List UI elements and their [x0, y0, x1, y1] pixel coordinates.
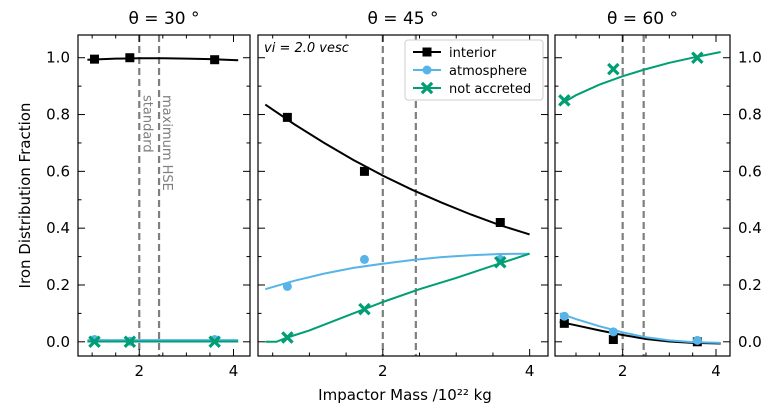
y-tick-label: 1.0 — [46, 49, 70, 67]
data-point-interior — [282, 112, 292, 122]
x-axis-label: Impactor Mass /10²² kg — [318, 386, 492, 404]
vline-label-standard: standard — [139, 95, 154, 153]
data-point-atmosphere — [282, 281, 292, 291]
plot-area — [558, 35, 721, 356]
panel-title: θ = 60 ° — [607, 9, 678, 29]
legend-label-not-accreted: not accreted — [449, 82, 531, 97]
y-tick-label-right: 0.8 — [738, 106, 762, 124]
x-tick-label: 2 — [378, 362, 388, 380]
plot-area — [264, 35, 530, 356]
legend-marker-atmosphere — [422, 65, 432, 75]
fit-line-atmosphere — [265, 252, 530, 291]
legend: interior atmosphere not accreted — [404, 39, 544, 101]
data-point-not-accreted — [123, 335, 137, 349]
x-tick-label: 4 — [229, 362, 239, 380]
fit-line-atmosphere — [559, 312, 721, 344]
data-point-not-accreted — [88, 335, 101, 349]
data-point-interior — [559, 318, 569, 328]
fit-line-not-accreted — [265, 252, 530, 343]
data-point-not-accreted — [494, 255, 507, 269]
fit-line-not-accreted — [559, 51, 721, 106]
data-point-atmosphere — [692, 335, 702, 345]
x-tick-label: 4 — [525, 362, 535, 380]
data-point-not-accreted — [281, 331, 294, 344]
y-tick-label-right: 0.6 — [738, 162, 762, 180]
y-tick-label: 0.6 — [46, 162, 70, 180]
y-tick-label: 0.0 — [46, 333, 70, 351]
x-tick-label: 2 — [618, 362, 628, 380]
y-tick-label: 0.8 — [46, 106, 70, 124]
data-point-not-accreted — [607, 62, 620, 76]
panel-title: θ = 45 ° — [368, 9, 439, 29]
axes-frame — [257, 34, 549, 357]
y-tick-label-right: 0.0 — [738, 333, 762, 351]
panel-title: θ = 30 ° — [129, 9, 200, 29]
axes-frame — [77, 34, 251, 357]
legend-marker-not-accreted — [420, 81, 434, 95]
data-point-interior — [210, 55, 220, 65]
y-axis-label: Iron Distribution Fraction — [16, 103, 34, 289]
y-tick-label: 0.4 — [46, 219, 70, 237]
data-point-atmosphere — [359, 254, 369, 264]
x-tick-label: 4 — [711, 362, 721, 380]
axes-frame — [554, 34, 731, 357]
y-tick-label-right: 1.0 — [738, 49, 762, 67]
data-point-interior — [125, 53, 135, 63]
legend-box — [404, 39, 544, 101]
data-point-not-accreted — [208, 335, 221, 349]
y-tick-label-right: 0.2 — [738, 276, 762, 294]
panel-3: 2 4 0.0 0.2 0.4 0.6 0.8 1.0 θ = 60 ° — [554, 9, 762, 380]
data-point-not-accreted — [558, 94, 571, 107]
legend-marker-interior — [422, 47, 432, 57]
y-tick-label: 0.2 — [46, 276, 70, 294]
fit-line-interior — [264, 103, 530, 236]
legend-label-interior: interior — [449, 46, 497, 61]
legend-label-atmosphere: atmosphere — [449, 64, 527, 79]
y-tick-label-right: 0.4 — [738, 219, 762, 237]
data-point-interior — [359, 166, 369, 176]
x-tick-label: 2 — [134, 362, 144, 380]
fit-line-interior — [87, 57, 239, 62]
data-point-interior — [89, 54, 99, 64]
vline-label-maximum-hse: maximum HSE — [159, 95, 174, 191]
data-point-atmosphere — [608, 327, 618, 337]
plot-area — [87, 35, 239, 356]
data-point-not-accreted — [691, 51, 704, 64]
velocity-annotation: vi = 2.0 vesc — [264, 41, 349, 56]
panel-1: standard maximum HSE 2 4 0.0 0.2 0.4 0.6 0.8 1.0 θ… — [46, 9, 251, 380]
data-point-not-accreted — [358, 302, 371, 316]
data-point-interior — [608, 335, 618, 345]
panel-2: 2 4 θ = 45 ° vi = 2.0 vesc interior atmospher… — [257, 9, 549, 380]
data-point-interior — [495, 217, 505, 227]
data-point-atmosphere — [559, 311, 569, 321]
